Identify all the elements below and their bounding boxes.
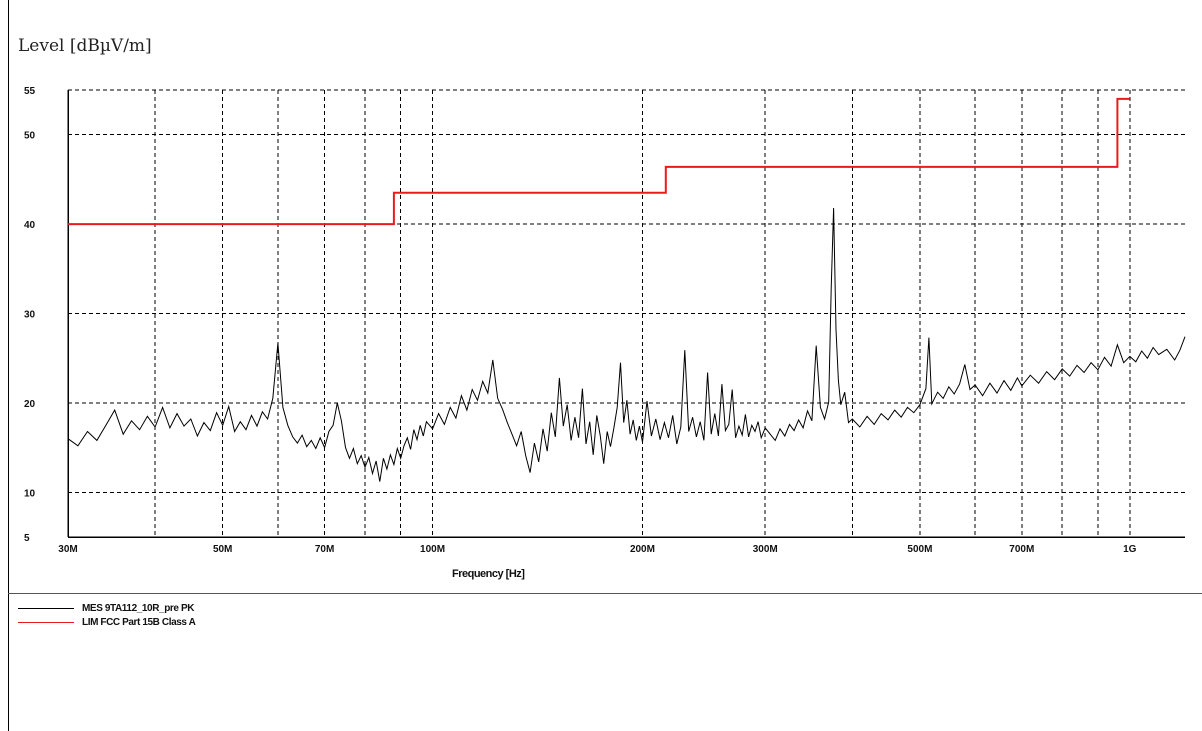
plot-frame	[67, 90, 1185, 538]
x-tick-labels: 30M 50M 70M 100M 200M 300M 500M 700M 1G	[58, 544, 1136, 555]
y-tick-label: 40	[24, 220, 36, 231]
x-tick-label: 700M	[1009, 544, 1034, 555]
legend-label-limit: LIM FCC Part 15B Class A	[82, 617, 196, 628]
x-tick-label: 300M	[753, 544, 778, 555]
x-tick-label: 50M	[213, 544, 232, 555]
legend-item-measurement: MES 9TA112_10R_pre PK	[18, 603, 194, 614]
y-axis-label: Level [dBµV/m]	[18, 36, 152, 56]
limit-series-line	[68, 97, 1130, 226]
legend-item-limit: LIM FCC Part 15B Class A	[18, 617, 196, 628]
y-tick-label: 30	[24, 310, 36, 321]
x-tick-label: 70M	[315, 544, 334, 555]
legend-swatch-limit	[18, 622, 74, 623]
legend-label-measurement: MES 9TA112_10R_pre PK	[82, 603, 195, 614]
x-tick-label: 30M	[58, 544, 77, 555]
measurement-series-line	[67, 207, 1186, 482]
series-lines	[67, 97, 1186, 482]
legend-swatch-measurement	[18, 608, 74, 609]
x-tick-label: 500M	[907, 544, 932, 555]
legend-separator	[8, 593, 1202, 594]
x-tick-label: 200M	[630, 544, 655, 555]
x-tick-label: 100M	[420, 544, 445, 555]
left-frame-line	[8, 0, 9, 731]
y-tick-label: 20	[24, 399, 36, 410]
y-tick-label: 55	[24, 86, 36, 97]
grid	[67, 89, 1185, 537]
y-tick-label: 5	[24, 533, 30, 544]
y-tick-labels: 55 50 40 30 20 10 5	[24, 86, 36, 544]
y-tick-label: 50	[24, 131, 36, 142]
y-tick-label: 10	[24, 488, 36, 499]
x-tick-label: 1G	[1123, 544, 1137, 555]
x-axis-label: Frequency [Hz]	[452, 568, 525, 580]
